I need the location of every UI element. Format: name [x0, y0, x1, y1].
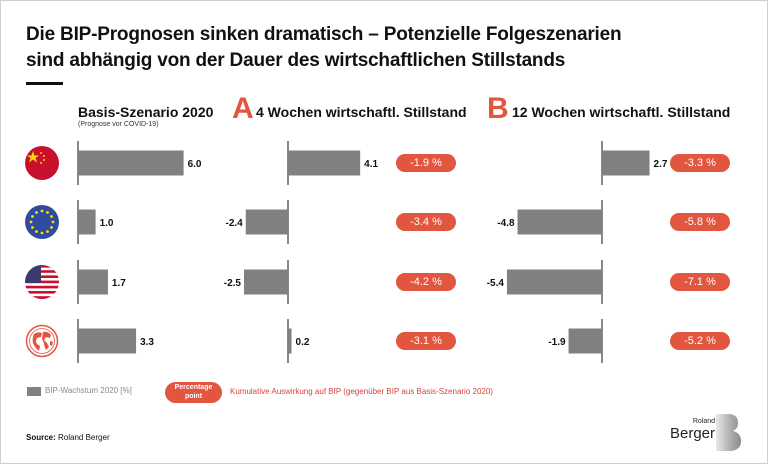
usa-flag-icon: [25, 265, 59, 299]
impact-pill: -4.2 %: [396, 273, 456, 291]
basis-header: Basis-Szenario 2020: [78, 104, 214, 120]
bar-eu: [517, 209, 602, 235]
impact-pill: -5.8 %: [670, 213, 730, 231]
bar-value-label: -2.4: [226, 218, 244, 229]
bar-welt: [288, 328, 292, 354]
source-prefix: Source:: [26, 433, 56, 442]
bar-welt: [568, 328, 602, 354]
bar-usa: [244, 269, 288, 295]
bar-value-label: 0.2: [296, 337, 310, 348]
eu-star: [50, 226, 53, 229]
bar-value-label: 1.0: [100, 218, 114, 229]
impact-pill: -3.3 %: [670, 154, 730, 172]
eu-star: [40, 231, 44, 235]
bar-usa: [78, 269, 108, 295]
bar-value-label: -4.8: [497, 218, 515, 229]
title-line-1: Die BIP-Prognosen sinken dramatisch – Po…: [26, 24, 622, 45]
legend-impact-pill: Percentage point: [165, 382, 222, 403]
eu-flag-icon: [25, 205, 59, 239]
eu-star: [29, 220, 33, 224]
eu-star: [35, 230, 38, 233]
bar-value-label: -1.9: [548, 337, 566, 348]
logo-roland: Roland: [692, 418, 716, 425]
scenario-b-letter: B: [487, 92, 509, 125]
legend-impact-label: Kumulative Auswirkung auf BIP (gegenüber…: [230, 387, 493, 396]
roland-berger-logo-text: Roland Berger: [670, 418, 715, 441]
legend-bar-label: BIP-Wachstum 2020 [%]: [45, 386, 132, 395]
bar-usa: [506, 269, 602, 295]
eu-star: [46, 211, 49, 214]
eu-star: [46, 230, 49, 233]
basis-subheader: (Prognose vor COVID-19): [78, 121, 159, 128]
title-line-2: sind abhängig von der Dauer des wirtscha…: [26, 50, 566, 71]
legend-pill-line-2: point: [184, 393, 203, 400]
scenario-b-header: 12 Wochen wirtschaftl. Stillstand: [512, 104, 731, 120]
page-title: Die BIP-Prognosen sinken dramatisch – Po…: [26, 22, 622, 74]
legend-pill-line-1: Percentage: [174, 384, 213, 391]
bar-china: [602, 150, 650, 176]
bar-eu: [78, 209, 96, 235]
source-note: Source: Roland Berger: [26, 433, 110, 442]
bar-value-label: -5.4: [487, 278, 505, 289]
bar-eu: [245, 209, 288, 235]
eu-star: [35, 211, 38, 214]
impact-pill: -3.1 %: [396, 332, 456, 350]
impact-pill: -3.4 %: [396, 213, 456, 231]
roland-berger-b-logo-icon: [716, 414, 741, 451]
title-underline: [26, 82, 63, 85]
scenario-a-letter: A: [232, 92, 254, 125]
eu-star: [31, 226, 34, 229]
source-text: Roland Berger: [55, 433, 110, 442]
world-globe-icon: [25, 324, 59, 358]
bar-value-label: 2.7: [654, 159, 668, 170]
china-flag-icon: [25, 146, 59, 180]
bar-china: [288, 150, 361, 176]
impact-pill: -7.1 %: [670, 273, 730, 291]
eu-star: [50, 215, 53, 218]
bar-value-label: -2.5: [224, 278, 242, 289]
bar-value-label: 4.1: [364, 159, 378, 170]
eu-star: [51, 220, 55, 224]
bar-value-label: 1.7: [112, 278, 126, 289]
eu-star: [40, 209, 44, 213]
bar-value-label: 3.3: [140, 337, 154, 348]
bar-value-label: 6.0: [188, 159, 202, 170]
impact-pill: -5.2 %: [670, 332, 730, 350]
bar-china: [78, 150, 184, 176]
scenario-a-header: 4 Wochen wirtschaftl. Stillstand: [256, 104, 467, 120]
eu-star: [31, 215, 34, 218]
legend-bar-swatch: [27, 387, 41, 396]
logo-berger: Berger: [670, 425, 716, 442]
impact-pill: -1.9 %: [396, 154, 456, 172]
bar-welt: [78, 328, 137, 354]
